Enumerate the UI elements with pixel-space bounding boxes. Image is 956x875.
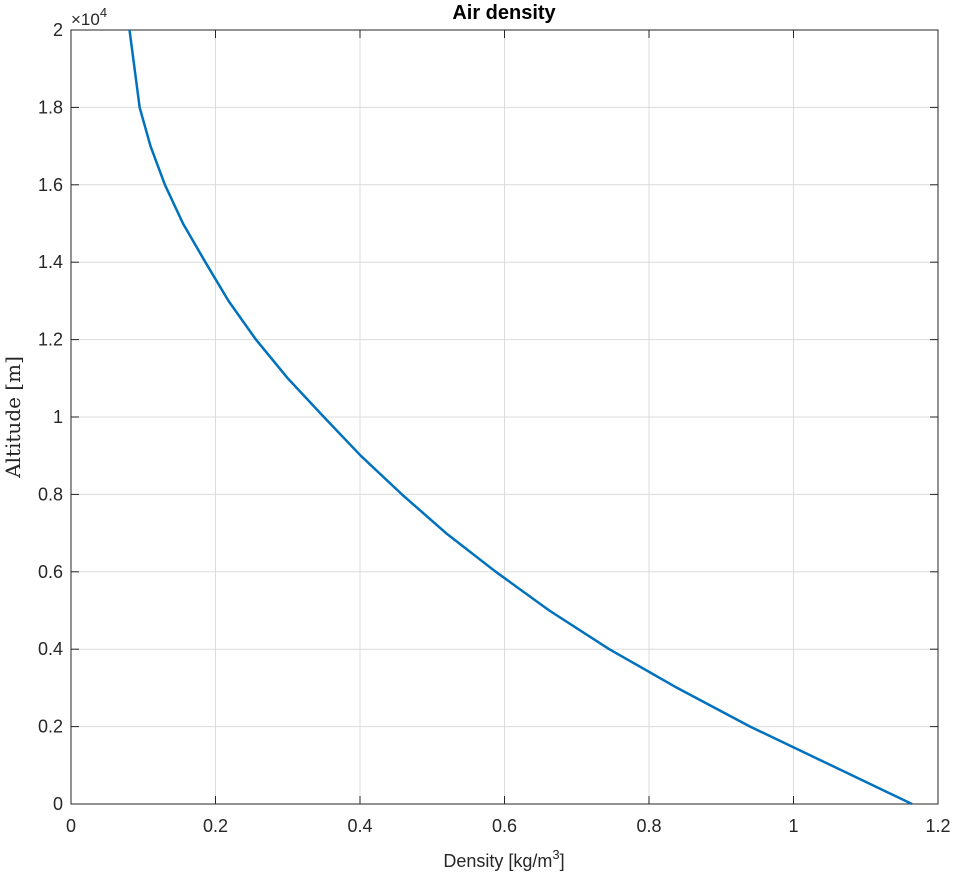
y-tick-label: 0.6 <box>38 562 63 582</box>
x-tick-label: 0.6 <box>492 816 517 836</box>
x-tick-label: 0.2 <box>203 816 228 836</box>
x-tick-label: 0.8 <box>636 816 661 836</box>
x-tick-label: 1 <box>788 816 798 836</box>
y-axis-exponent: ×104 <box>71 5 107 29</box>
y-tick-label: 0.8 <box>38 484 63 504</box>
x-axis-label: Density [kg/m3] <box>443 847 564 871</box>
chart-title: Air density <box>452 2 556 24</box>
x-tick-label: 0.4 <box>347 816 372 836</box>
y-tick-label: 0.2 <box>38 717 63 737</box>
y-tick-label: 2 <box>53 20 63 40</box>
y-tick-label: 1 <box>53 407 63 427</box>
x-tick-label: 1.2 <box>925 816 950 836</box>
y-tick-label: 1.4 <box>38 252 63 272</box>
x-tick-labels: 0 0.2 0.4 0.6 0.8 1 1.2 <box>66 816 951 836</box>
tick-marks <box>70 29 939 805</box>
x-tick-label: 0 <box>66 816 76 836</box>
y-tick-label: 1.2 <box>38 330 63 350</box>
y-tick-label: 0.4 <box>38 639 63 659</box>
y-tick-label: 1.6 <box>38 175 63 195</box>
y-tick-labels: 0 0.2 0.4 0.6 0.8 1 1.2 1.4 1.6 1.8 2 <box>38 20 63 814</box>
y-tick-label: 0 <box>53 794 63 814</box>
density-curve <box>128 29 913 806</box>
y-axis-label: Altitude [m] <box>1 356 25 479</box>
y-tick-label: 1.8 <box>38 97 63 117</box>
